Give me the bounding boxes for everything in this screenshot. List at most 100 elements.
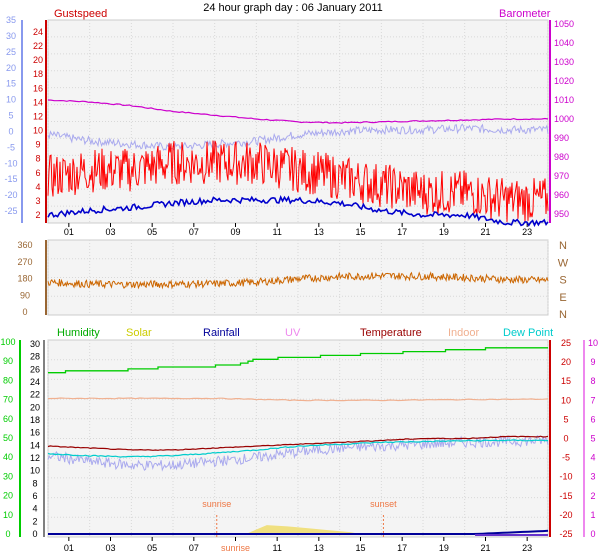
compass-label: N: [559, 240, 567, 252]
uv-axis-label: 6: [590, 414, 595, 424]
temp-axis-label: -25: [4, 206, 17, 216]
legend-temperature: Temperature: [360, 327, 422, 339]
legend-uv: UV: [285, 327, 301, 339]
direction-axis-label: 270: [17, 257, 32, 267]
uv-axis-label: 7: [590, 395, 595, 405]
gust-axis-label: 12: [33, 111, 43, 121]
wind-xtick-label: 03: [105, 227, 115, 237]
environment-xtick-label: 15: [355, 543, 365, 553]
uv-axis-label: 1: [590, 510, 595, 520]
baro-axis-label: 1030: [554, 57, 574, 67]
environment-xtick-label: 17: [397, 543, 407, 553]
temperature-axis-label: -20: [559, 510, 572, 520]
legend-gustspeed: Gustspeed: [54, 8, 107, 20]
series-windspeed: [47, 194, 549, 228]
uv-axis-label: 8: [590, 376, 595, 386]
solar-axis-label: 20: [30, 402, 40, 412]
environment-xtick-label: 19: [439, 543, 449, 553]
legend-indoor: Indoor: [448, 327, 480, 339]
compass-label: N: [559, 309, 567, 321]
uv-axis-label: 0: [590, 529, 595, 539]
series-barometer: [47, 99, 549, 124]
solar-axis-label: 2: [32, 516, 37, 526]
solar-axis-label: 24: [30, 377, 40, 387]
series-temperature: [47, 435, 549, 451]
environment-xtick-label: 11: [272, 543, 281, 553]
solar-axis-label: 28: [30, 352, 40, 362]
solar-axis-label: 10: [30, 466, 40, 476]
wind-xtick-label: 19: [439, 227, 449, 237]
solar-axis-label: 12: [30, 453, 40, 463]
gust-axis-label: 8: [35, 154, 40, 164]
environment-xtick-label: 05: [147, 543, 157, 553]
temperature-axis-label: 15: [561, 376, 571, 386]
wind-xtick-label: 15: [355, 227, 365, 237]
gust-axis-label: 2: [35, 210, 40, 220]
gust-axis-label: 24: [33, 27, 43, 37]
humidity-axis-label: 10: [3, 510, 13, 520]
direction-axis-label: 360: [17, 240, 32, 250]
temp-axis-label: 15: [6, 79, 16, 89]
temp-axis-label: -10: [4, 158, 17, 168]
gust-axis-label: 22: [33, 41, 43, 51]
environment-xtick-label: 21: [480, 543, 490, 553]
gust-axis-label: 14: [33, 97, 43, 107]
temperature-axis-label: 10: [561, 395, 571, 405]
temp-axis-label: 5: [8, 111, 13, 121]
uv-axis-label: 9: [590, 357, 595, 367]
solar-axis-label: 18: [30, 415, 40, 425]
solar-axis-label: 30: [30, 339, 40, 349]
solar-axis-label: 0: [32, 529, 37, 539]
temperature-axis-label: -5: [562, 453, 570, 463]
baro-axis-label: 970: [554, 171, 569, 181]
series-gustspeed: [47, 140, 549, 222]
wind-xtick-label: 11: [272, 227, 281, 237]
compass-label: W: [558, 257, 569, 269]
wind-xtick-label: 01: [64, 227, 74, 237]
gust-axis-label: 18: [33, 69, 43, 79]
solar-axis-label: 22: [30, 390, 40, 400]
compass-label: S: [559, 275, 566, 287]
uv-axis-label: 4: [590, 453, 595, 463]
temperature-axis-label: 20: [561, 357, 571, 367]
series-solar: [245, 525, 361, 534]
temp-axis-label: 0: [8, 126, 13, 136]
temp-axis-label: 20: [6, 63, 16, 73]
uv-axis-label: 10: [588, 338, 598, 348]
temp-axis-label: 10: [6, 95, 16, 105]
baro-axis-label: 1040: [554, 38, 574, 48]
temp-axis-label: 30: [6, 31, 16, 41]
direction-axis-label: 90: [20, 290, 30, 300]
series-temperature-light: [47, 123, 549, 152]
baro-axis-label: 1020: [554, 76, 574, 86]
humidity-axis-label: 30: [3, 471, 13, 481]
baro-axis-label: 1050: [554, 19, 574, 29]
baro-axis-label: 1010: [554, 95, 574, 105]
wind-xtick-label: 21: [480, 227, 490, 237]
solar-axis-label: 16: [30, 428, 40, 438]
temp-axis-label: -20: [4, 190, 17, 200]
baro-axis-label: 960: [554, 190, 569, 200]
environment-xtick-label: 07: [189, 543, 199, 553]
humidity-axis-label: 70: [3, 395, 13, 405]
humidity-axis-label: 40: [3, 452, 13, 462]
humidity-axis-label: 90: [3, 356, 13, 366]
graph-title: 24 hour graph day : 06 January 2011: [203, 2, 383, 14]
series-temperature-light: [47, 434, 549, 472]
temperature-axis-label: 0: [563, 434, 568, 444]
gust-axis-label: 3: [35, 196, 40, 206]
gust-axis-label: 20: [33, 55, 43, 65]
wind-xtick-label: 23: [522, 227, 532, 237]
wind-panel: Gustspeed Barometer 35302520151050-5-10-…: [4, 8, 574, 237]
temperature-axis-label: 5: [563, 414, 568, 424]
uv-axis-label: 3: [590, 472, 595, 482]
legend-solar: Solar: [126, 327, 152, 339]
environment-xtick-label: 01: [64, 543, 74, 553]
solar-axis-label: 6: [32, 491, 37, 501]
gust-axis-label: 10: [33, 126, 43, 136]
temp-axis-label: -15: [4, 174, 17, 184]
wind-xtick-label: 07: [189, 227, 199, 237]
temperature-axis-label: 25: [561, 338, 571, 348]
humidity-axis-label: 60: [3, 414, 13, 424]
